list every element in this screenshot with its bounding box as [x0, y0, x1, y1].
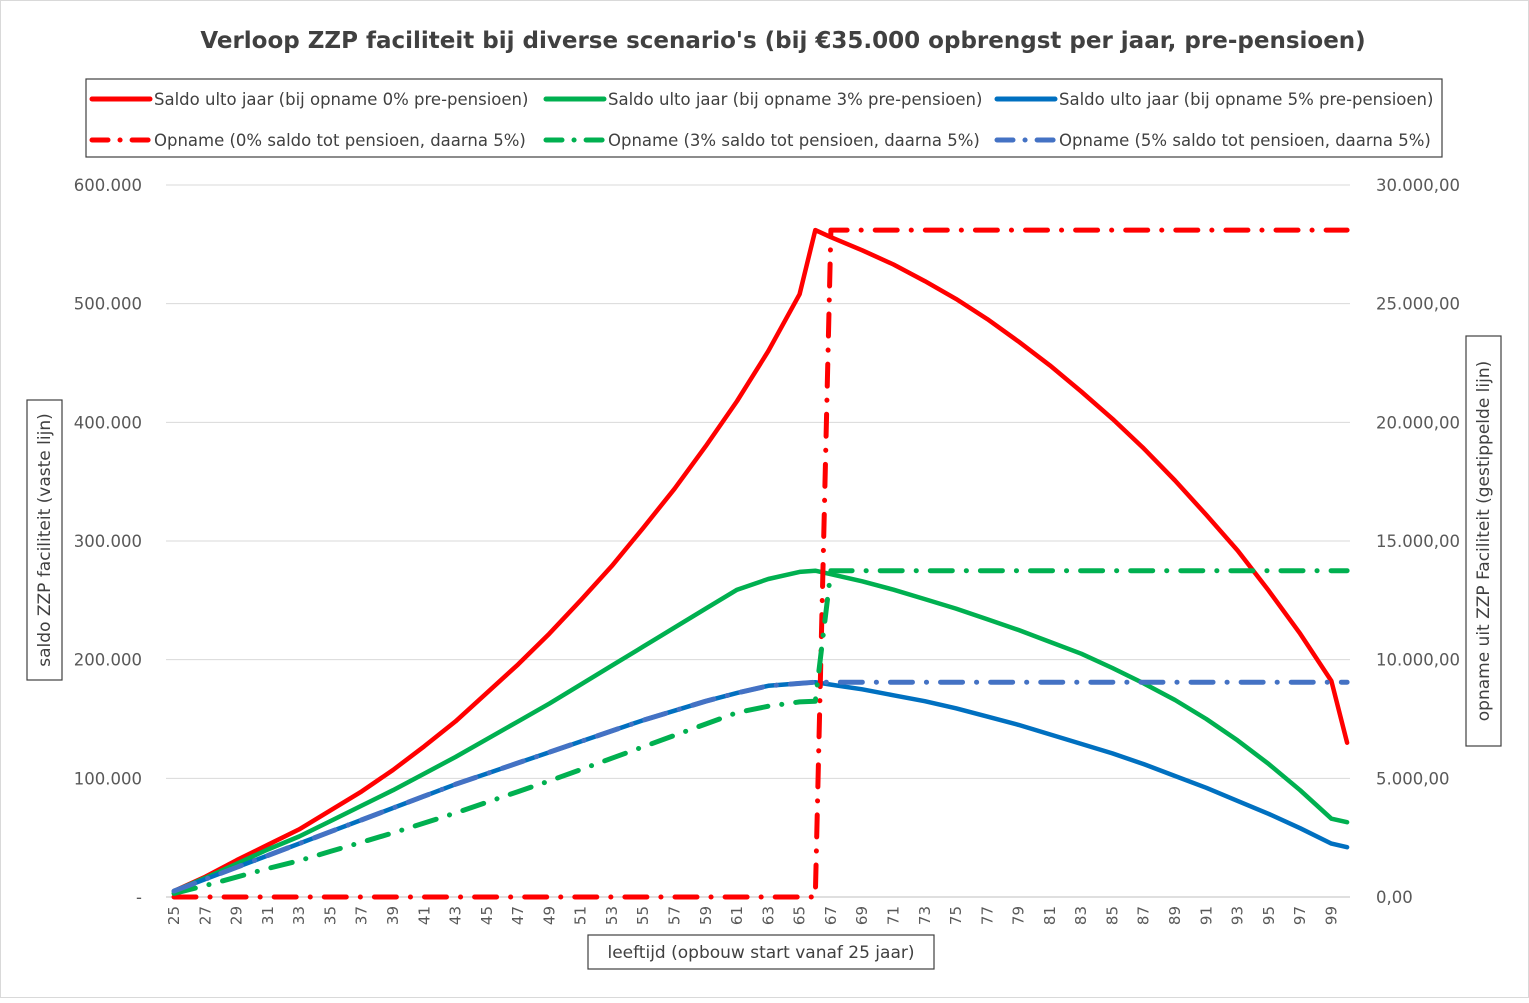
x-tick-label: 25: [165, 906, 183, 925]
legend-box: [85, 78, 1443, 158]
x-tick-label: 85: [1103, 906, 1121, 925]
y-axis-right-title-box: [1465, 335, 1502, 747]
legend-label: Saldo ulto jaar (bij opname 0% pre-pensi…: [154, 90, 528, 109]
x-tick-label: 39: [384, 906, 402, 925]
x-tick-label: 31: [259, 906, 277, 925]
y-left-tick-label: 400.000: [74, 413, 142, 432]
legend-label: Opname (5% saldo tot pensioen, daarna 5%…: [1059, 131, 1431, 150]
x-tick-label: 71: [884, 906, 902, 925]
x-tick-label: 65: [791, 906, 809, 925]
y-right-tick-label: 0,00: [1376, 888, 1413, 907]
x-tick-label: 77: [978, 906, 996, 925]
x-tick-label: 33: [290, 906, 308, 925]
legend-label: Saldo ulto jaar (bij opname 5% pre-pensi…: [1059, 90, 1433, 109]
x-tick-label: 79: [1010, 906, 1028, 925]
x-tick-label: 53: [603, 906, 621, 925]
y-left-tick-label: 600.000: [74, 176, 142, 195]
x-tick-label: 75: [947, 906, 965, 925]
y-axis-left-title-box: [26, 399, 63, 681]
x-tick-label: 69: [853, 906, 871, 925]
x-tick-label: 63: [759, 906, 777, 925]
y-right-tick-label: 20.000,00: [1376, 413, 1460, 432]
x-tick-label: 47: [509, 906, 527, 925]
legend: Saldo ulto jaar (bij opname 0% pre-pensi…: [85, 78, 1443, 158]
x-tick-label: 61: [728, 906, 746, 925]
x-tick-label: 89: [1166, 906, 1184, 925]
x-tick-label: 37: [353, 906, 371, 925]
series-line-5: [171, 568, 1350, 896]
x-tick-label: 35: [321, 906, 339, 925]
legend-label: Saldo ulto jaar (bij opname 3% pre-pensi…: [608, 90, 982, 109]
x-tick-label: 27: [196, 906, 214, 925]
x-tick-label: 93: [1229, 906, 1247, 925]
x-tick-label: 59: [697, 906, 715, 925]
x-tick-label: 67: [822, 906, 840, 925]
series-line-4: [171, 227, 1350, 900]
x-tick-label: 45: [478, 906, 496, 925]
x-tick-label: 99: [1322, 906, 1340, 925]
x-tick-label: 43: [447, 906, 465, 925]
x-tick-label: 49: [540, 906, 558, 925]
x-tick-label: 87: [1135, 906, 1153, 925]
y-left-tick-label: -: [136, 888, 142, 907]
y-axis-right-title-group: opname uit ZZP Faciliteit (gestippelde l…: [1465, 335, 1502, 747]
series-line-1: [171, 227, 1350, 894]
x-tick-label: 51: [572, 906, 590, 925]
y-right-tick-label: 15.000,00: [1376, 532, 1460, 551]
legend-label: Opname (0% saldo tot pensioen, daarna 5%…: [154, 131, 526, 150]
x-tick-label: 97: [1291, 906, 1309, 925]
y-right-tick-label: 30.000,00: [1376, 176, 1460, 195]
y-axis-left-title: saldo ZZP faciliteit (vaste lijn): [35, 413, 55, 666]
y-right-tick-label: 10.000,00: [1376, 651, 1460, 670]
x-axis-title-box: [587, 934, 935, 970]
x-tick-label: 55: [634, 906, 652, 925]
legend-label: Opname (3% saldo tot pensioen, daarna 5%…: [608, 131, 980, 150]
y-left-tick-label: 300.000: [74, 532, 142, 551]
chart-title: Verloop ZZP faciliteit bij diverse scena…: [200, 28, 1365, 54]
y-left-tick-label: 200.000: [74, 651, 142, 670]
x-tick-label: 83: [1072, 906, 1090, 925]
x-tick-label: 81: [1041, 906, 1059, 925]
y-axis-left-title-group: saldo ZZP faciliteit (vaste lijn): [26, 399, 63, 681]
x-tick-label: 57: [666, 906, 684, 925]
x-tick-label: 95: [1260, 906, 1278, 925]
y-left-tick-label: 100.000: [74, 769, 142, 788]
x-tick-label: 41: [415, 906, 433, 925]
y-right-tick-label: 25.000,00: [1376, 295, 1460, 314]
y-right-tick-label: 5.000,00: [1376, 769, 1449, 788]
axes: - 0,00 100.000 5.000,00 200.000 10.000,00 300.…: [74, 176, 1460, 925]
x-tick-label: 29: [228, 906, 246, 925]
x-tick-label: 73: [916, 906, 934, 925]
x-axis-title: leeftijd (opbouw start vanaf 25 jaar): [607, 943, 914, 963]
x-axis-title-group: leeftijd (opbouw start vanaf 25 jaar): [587, 934, 935, 970]
x-tick-label: 91: [1197, 906, 1215, 925]
y-left-tick-label: 500.000: [74, 295, 142, 314]
series-group: [171, 227, 1350, 900]
series-line-2: [171, 568, 1350, 894]
y-axis-right-title: opname uit ZZP Faciliteit (gestippelde l…: [1474, 361, 1494, 722]
